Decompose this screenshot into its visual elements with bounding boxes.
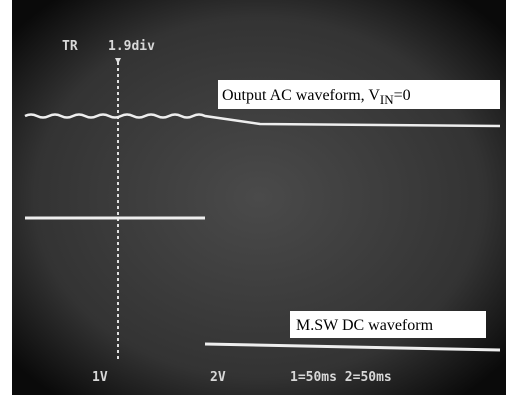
- annotation-text: Output AC waveform, V: [222, 87, 380, 104]
- switch-waveform-low: [204, 342, 501, 352]
- annotation-subscript: IN: [380, 92, 394, 107]
- annotation-box: [290, 311, 486, 338]
- annotation-output: Output AC waveform, VIN=0: [222, 87, 411, 107]
- ch2-scale: 2V: [210, 370, 226, 385]
- trigger-position: 1.9div: [108, 39, 155, 54]
- annotation-switch: M.SW DC waveform: [296, 317, 434, 334]
- ac-waveform: [24, 113, 501, 128]
- annotation-suffix: =0: [394, 87, 411, 104]
- annotation-box: [218, 80, 500, 109]
- timebase: 1=50ms 2=50ms: [290, 370, 392, 385]
- trigger-marker: [115, 58, 121, 64]
- ch1-scale: 1V: [92, 370, 108, 385]
- trigger-label: TR: [62, 39, 78, 54]
